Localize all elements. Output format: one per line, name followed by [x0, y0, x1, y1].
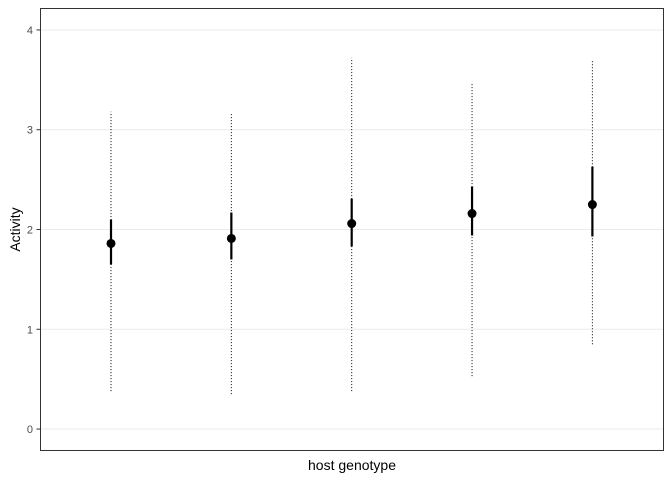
y-axis-title: Activity [7, 207, 23, 251]
y-axis: 0 1 2 3 4 [27, 25, 40, 436]
data-point-3 [347, 219, 357, 229]
y-tick-label-4: 4 [27, 25, 33, 37]
data-point-5 [587, 200, 597, 210]
data-point-4 [467, 209, 477, 219]
x-axis-title: host genotype [308, 457, 396, 473]
y-tick-label-3: 3 [27, 125, 33, 137]
y-tick-label-0: 0 [27, 424, 33, 436]
panel-border [40, 8, 664, 451]
data-points [106, 200, 597, 248]
data-point-2 [226, 233, 236, 243]
data-point-1 [106, 238, 116, 248]
y-tick-label-2: 2 [27, 225, 33, 237]
y-tick-label-1: 1 [27, 324, 33, 336]
